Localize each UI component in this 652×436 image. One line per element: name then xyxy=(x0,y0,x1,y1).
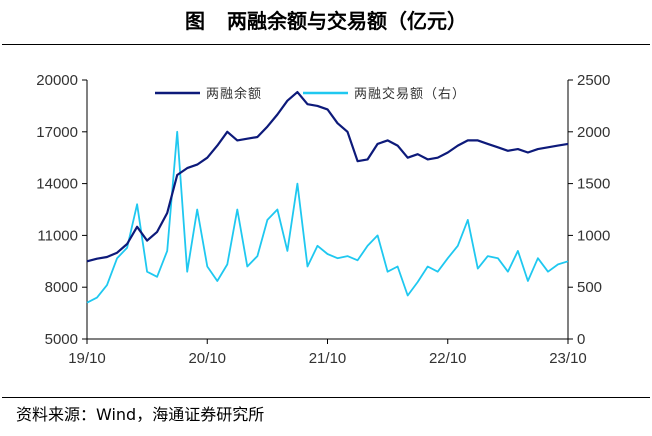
left-tick-label: 8000 xyxy=(45,279,78,296)
x-tick-label: 20/10 xyxy=(188,350,226,367)
left-tick-label: 17000 xyxy=(36,124,78,141)
right-tick-label: 2000 xyxy=(577,124,610,141)
chart-legend: 两融余额 两融交易额（右） xyxy=(155,86,466,102)
right-tick-label: 500 xyxy=(577,279,602,296)
source-divider xyxy=(2,397,650,398)
figure-label: 图 xyxy=(185,9,205,33)
figure-title: 两融余额与交易额（亿元） xyxy=(227,9,467,33)
chart-svg: 5000 8000 11000 14000 17000 20000 0 500 1000 1500… xyxy=(36,72,610,367)
legend-label-balance: 两融余额 xyxy=(206,86,262,102)
left-tick-label: 5000 xyxy=(45,331,78,348)
legend-label-turnover: 两融交易额（右） xyxy=(354,86,466,102)
left-tick-label: 11000 xyxy=(37,227,78,244)
chart-series xyxy=(86,90,569,304)
turnover-series-line xyxy=(86,130,569,304)
chart-title: 图两融余额与交易额（亿元） xyxy=(0,6,652,36)
title-divider xyxy=(2,44,650,45)
left-tick-label: 20000 xyxy=(36,72,78,89)
x-tick-label: 19/10 xyxy=(68,350,106,367)
balance-series-line xyxy=(86,90,569,263)
x-tick-label: 21/10 xyxy=(309,350,347,367)
x-tick-label: 22/10 xyxy=(429,350,467,367)
right-tick-label: 1000 xyxy=(577,227,610,244)
x-tick-label: 23/10 xyxy=(549,350,587,367)
right-tick-label: 0 xyxy=(577,331,585,348)
chart-axes: 5000 8000 11000 14000 17000 20000 0 500 1000 1500… xyxy=(36,72,610,367)
right-tick-label: 2500 xyxy=(577,72,610,89)
left-tick-label: 14000 xyxy=(36,176,78,193)
source-note: 资料来源：Wind，海通证券研究所 xyxy=(16,405,265,424)
right-tick-label: 1500 xyxy=(577,176,610,193)
